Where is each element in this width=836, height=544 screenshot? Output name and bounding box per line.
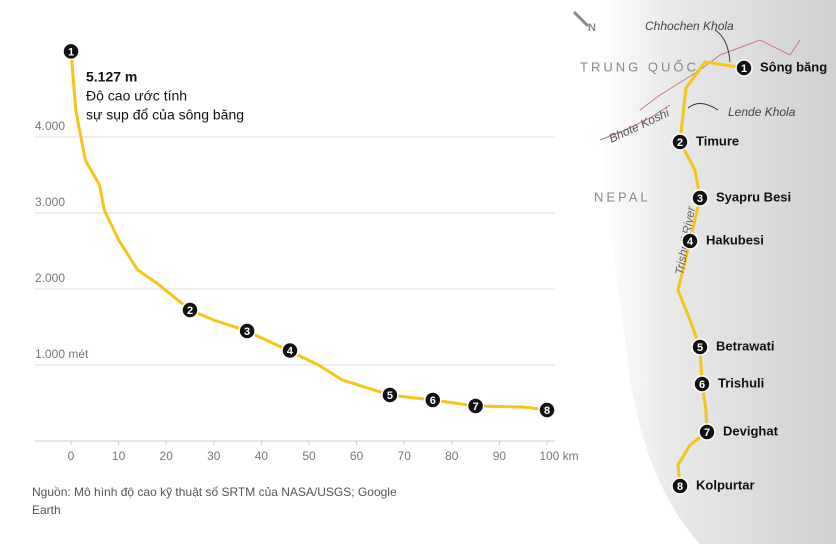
marker <box>281 341 299 360</box>
station-number: 6 <box>699 379 705 391</box>
x-tick-label: 60 <box>350 449 364 463</box>
station-name: Timure <box>696 133 739 148</box>
map-label: Chhochen Khola <box>645 19 734 33</box>
y-tick-label: 4.000 <box>35 119 65 133</box>
x-tick-label: 70 <box>398 449 412 463</box>
station <box>693 375 711 393</box>
station-name: Hakubesi <box>706 232 764 247</box>
x-tick-label: 50 <box>302 449 316 463</box>
marker-number: 3 <box>244 326 250 338</box>
station <box>691 189 709 207</box>
x-tick-label: 10 <box>112 449 126 463</box>
station-name: Sông băng <box>760 59 827 74</box>
map-label: Lende Khola <box>728 105 796 119</box>
station-number: 3 <box>697 193 703 205</box>
station <box>735 59 753 77</box>
marker <box>538 401 556 419</box>
y-tick-label: 1.000 mét <box>35 347 89 361</box>
annotation: Độ cao ước tính <box>86 88 187 104</box>
marker <box>181 301 199 319</box>
marker-number: 7 <box>473 401 479 413</box>
annotation-title: 5.127 m <box>86 69 137 85</box>
station-number: 7 <box>704 427 710 439</box>
station-name: Kolpurtar <box>696 477 755 492</box>
station-name: Trishuli <box>718 375 764 390</box>
station-number: 1 <box>741 63 747 75</box>
x-tick-label: 0 <box>68 449 75 463</box>
border <box>599 104 671 141</box>
terrain <box>600 0 836 544</box>
map-label: TRUNG QUỐC <box>580 59 699 74</box>
marker-number: 6 <box>430 395 436 407</box>
marker <box>238 322 256 340</box>
station-number: 5 <box>697 342 703 354</box>
pointer <box>687 103 719 111</box>
marker <box>62 42 80 61</box>
station <box>681 232 699 250</box>
station <box>691 338 709 356</box>
station <box>698 423 716 441</box>
pointer <box>714 29 731 63</box>
annotation: sự sụp đổ của sông băng <box>86 107 244 123</box>
source: Nguồn: Mô hình độ cao kỹ thuật số SRTM c… <box>32 485 397 499</box>
river <box>676 60 745 487</box>
station-number: 4 <box>687 236 694 248</box>
marker-number: 2 <box>187 305 193 317</box>
marker-number: 8 <box>544 405 550 417</box>
marker <box>466 397 485 415</box>
station-name: Syapru Besi <box>716 189 791 204</box>
marker <box>381 386 399 404</box>
marker-number: 1 <box>68 46 74 58</box>
station <box>671 477 689 495</box>
station-name: Devighat <box>723 423 779 438</box>
marker-number: 4 <box>287 345 294 357</box>
north: N <box>588 22 596 34</box>
north-arrow <box>572 10 590 28</box>
y-tick-label: 2.000 <box>35 271 65 285</box>
map-label: NEPAL <box>594 189 651 204</box>
y-tick-label: 3.000 <box>35 195 65 209</box>
marker-number: 5 <box>387 390 393 402</box>
border <box>639 39 801 111</box>
station-name: Betrawati <box>716 338 775 353</box>
x-tick-label: 30 <box>207 449 221 463</box>
station <box>671 133 689 151</box>
x-tick-label: 100 km <box>539 449 578 463</box>
x-tick-label: 80 <box>445 449 459 463</box>
marker <box>424 391 442 409</box>
elevation-line <box>69 51 548 412</box>
x-tick-label: 20 <box>160 449 174 463</box>
station-number: 8 <box>677 481 683 493</box>
x-tick-label: 90 <box>493 449 507 463</box>
x-tick-label: 40 <box>255 449 269 463</box>
source: Earth <box>32 503 61 517</box>
station-number: 2 <box>677 137 683 149</box>
